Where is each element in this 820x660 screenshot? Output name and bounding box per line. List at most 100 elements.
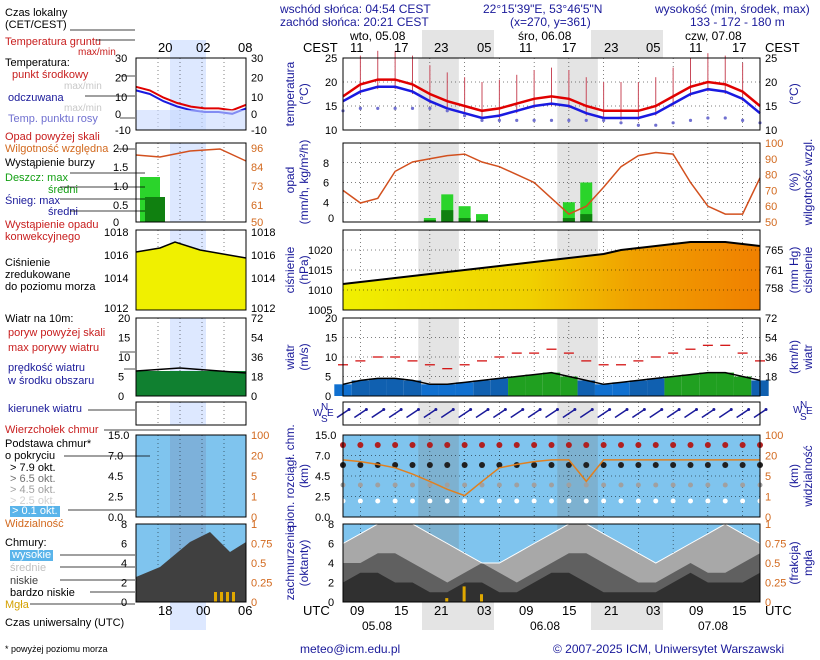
legend-wind-dir: kierunek wiatru bbox=[8, 403, 82, 415]
cloud-base-dot bbox=[496, 498, 502, 504]
cloud-base-dot bbox=[688, 482, 693, 488]
mini-fog-tick: 0.5 bbox=[251, 558, 266, 570]
wind-dir-head bbox=[399, 408, 403, 411]
cloud-tick: 7.0 bbox=[315, 451, 330, 463]
legend-mid: średnie bbox=[10, 562, 47, 574]
legend-local-time: Czas lokalny bbox=[5, 7, 68, 19]
legend-utc: Czas uniwersalny (UTC) bbox=[5, 617, 125, 629]
wind-dir-head bbox=[364, 408, 368, 411]
night-band bbox=[557, 230, 598, 310]
cloud-base-dot bbox=[618, 462, 624, 468]
cloud-top-dot bbox=[757, 442, 763, 448]
wind-dir-head bbox=[764, 408, 768, 411]
wind-dir-arrow bbox=[753, 408, 767, 419]
panel-frame-precip bbox=[342, 142, 761, 223]
dew-point-dot bbox=[602, 118, 606, 122]
mini-precip-tick: 0 bbox=[113, 217, 119, 229]
mini-wind-tick: 15 bbox=[118, 333, 130, 345]
cloud-tick: 2.5 bbox=[315, 492, 330, 504]
wind-speed-bar bbox=[525, 374, 543, 396]
fog-tick: 0.75 bbox=[765, 539, 786, 551]
dew-point-dot bbox=[341, 109, 345, 113]
precip-max-bar bbox=[458, 206, 471, 222]
legend-cloud-base: Podstawa chmur* bbox=[5, 438, 92, 450]
mini-vis-tick: 1 bbox=[251, 492, 257, 504]
wind-dir-head bbox=[469, 408, 473, 411]
dew-point-dot bbox=[497, 118, 501, 122]
day-date-label: 07.08 bbox=[698, 619, 728, 633]
axis-cover-label: zachmurzenie bbox=[283, 525, 297, 600]
legend-cb-top: Wierzchołek chmur bbox=[5, 424, 99, 436]
mini-night-band bbox=[170, 524, 206, 602]
humidity-line bbox=[342, 151, 761, 215]
precip-mean-bar bbox=[423, 220, 436, 222]
mini-fog-tick: 0.75 bbox=[251, 539, 272, 551]
utc-label-right: UTC bbox=[765, 603, 792, 618]
visibility-tick: 0 bbox=[765, 512, 771, 524]
panel-bg-dir bbox=[343, 402, 760, 425]
precip-max-bar bbox=[476, 214, 488, 222]
wind-speed-bar bbox=[681, 374, 700, 396]
mini-wind-tick: 20 bbox=[118, 313, 130, 325]
utc-tick: 09 bbox=[519, 603, 533, 618]
cloud-top-dot bbox=[670, 442, 677, 448]
mini-humidity-line bbox=[135, 148, 247, 162]
night-band bbox=[418, 435, 459, 517]
cloud-base-dot bbox=[670, 462, 677, 468]
wind-dir-arrow bbox=[579, 408, 593, 419]
wind-kmh-tick: 36 bbox=[765, 352, 777, 364]
mini-cloud-tick: 4.5 bbox=[108, 471, 123, 483]
wind-speed-bar bbox=[594, 384, 613, 396]
mini-panel-frame-cloud bbox=[135, 434, 247, 518]
cloud-top-dot bbox=[565, 442, 572, 448]
cloud-base-dot bbox=[410, 482, 415, 488]
cloud-base-dot bbox=[514, 498, 520, 504]
mini-temp-tick-r: -10 bbox=[251, 125, 267, 137]
dew-point-dot bbox=[706, 116, 710, 120]
axis-pressure-label: ciśnienie bbox=[283, 246, 297, 293]
wind-dir-head bbox=[677, 408, 681, 411]
precip-tick-left: 4 bbox=[323, 197, 329, 209]
legend-dew-point: Temp. punktu rosy bbox=[8, 113, 98, 125]
footer-email[interactable]: meteo@icm.edu.pl bbox=[300, 642, 401, 656]
legend-temperature: Temperatura: bbox=[5, 57, 70, 69]
cloud-top-dot bbox=[392, 442, 399, 448]
mini-cover-tick: 0 bbox=[121, 597, 127, 609]
wind-speed-bar bbox=[542, 372, 561, 396]
mini-cloud-tick: 15.0 bbox=[108, 430, 129, 442]
fog-bar bbox=[480, 594, 483, 602]
wind-speed-bar bbox=[716, 372, 734, 396]
mini-panel-frame-dir bbox=[135, 401, 247, 426]
cloud-top-dot bbox=[496, 442, 503, 448]
mini-pressure-tick-r: 1016 bbox=[251, 250, 275, 262]
mini-pressure-tick: 1014 bbox=[104, 273, 128, 285]
mini-fog-bar bbox=[226, 592, 229, 602]
utc-tick: 03 bbox=[477, 603, 491, 618]
utc-label-left: UTC bbox=[303, 603, 330, 618]
dew-point-dot bbox=[758, 121, 762, 125]
visibility-tick: 100 bbox=[765, 430, 783, 442]
wind-dir-head bbox=[625, 408, 629, 411]
height-title: wysokość (min, środek, max) bbox=[655, 2, 810, 16]
cloud-base-dot bbox=[583, 482, 589, 488]
cloud-base-dot bbox=[427, 498, 433, 504]
wind-dir-head bbox=[556, 408, 559, 411]
precip-tick-left: 8 bbox=[323, 158, 329, 170]
cloud-high-line bbox=[342, 523, 761, 564]
mini-wind-kmh-tick: 36 bbox=[251, 352, 263, 364]
mini-night-band bbox=[170, 402, 206, 425]
wind-dir-arrow bbox=[388, 408, 402, 419]
cloud-base-dot bbox=[549, 498, 554, 504]
mini-fog-tick: 0 bbox=[251, 597, 257, 609]
cloud-base-dot bbox=[531, 498, 537, 504]
wind-speed-line bbox=[342, 371, 761, 386]
mini-pressure-tick: 1012 bbox=[104, 303, 128, 315]
precip-max-bar bbox=[423, 218, 436, 222]
cloud-base-dot bbox=[653, 482, 659, 488]
cloud-base-dot bbox=[740, 498, 746, 504]
cloud-base-dot bbox=[392, 498, 398, 504]
dew-point-dot bbox=[619, 121, 623, 125]
mini-panel-bg-wind bbox=[136, 318, 246, 396]
cloud-base-dot bbox=[357, 462, 364, 468]
wind-dir-arrow bbox=[666, 408, 680, 419]
